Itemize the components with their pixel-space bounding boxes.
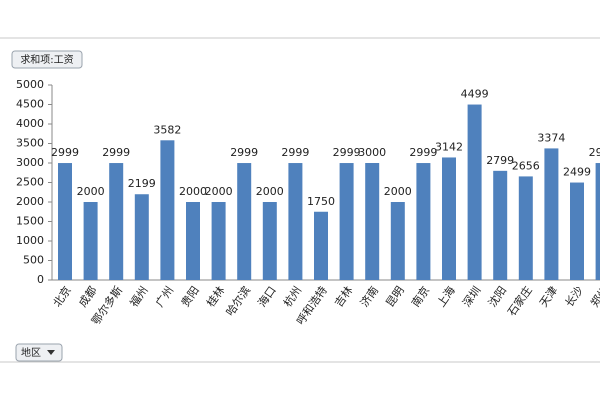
bar	[186, 202, 200, 280]
axis-field-label: 地区	[21, 346, 41, 359]
data-label: 2999	[589, 146, 600, 159]
data-label: 2999	[333, 146, 361, 159]
dropdown-arrow	[47, 350, 55, 355]
value-field-button[interactable]	[11, 50, 83, 69]
bar	[237, 163, 252, 280]
data-label: 2499	[563, 166, 591, 179]
data-label: 2999	[281, 146, 309, 159]
x-tick-label: 福州	[127, 283, 151, 309]
bar	[493, 170, 508, 280]
bar	[211, 202, 226, 280]
y-tick-label: 1500	[16, 215, 44, 228]
data-label: 2999	[51, 146, 79, 159]
x-tick-label: 深圳	[460, 284, 483, 309]
x-tick-label: 杭州	[280, 283, 304, 309]
bar	[160, 140, 175, 280]
y-tick-label: 1000	[16, 234, 44, 247]
x-tick-label: 海口	[255, 283, 279, 309]
y-tick-label: 500	[23, 254, 44, 267]
bar	[262, 202, 277, 280]
x-tick-label: 济南	[357, 283, 381, 309]
x-tick-label: 广州	[153, 284, 176, 309]
data-label: 2000	[77, 185, 105, 198]
y-tick-label: 2000	[16, 195, 44, 208]
x-tick-label: 北京	[50, 283, 74, 309]
data-label: 2999	[409, 146, 437, 159]
bar	[314, 211, 328, 280]
bar	[109, 163, 124, 280]
y-tick-label: 2500	[16, 176, 44, 189]
y-tick-label: 4000	[16, 117, 44, 130]
data-label: 2799	[486, 154, 514, 167]
x-tick-label: 吉林	[331, 283, 355, 309]
bar	[595, 163, 600, 280]
x-tick-label: 桂林	[203, 283, 227, 309]
y-tick-label: 3000	[16, 156, 44, 169]
data-label: 2999	[230, 146, 258, 159]
bar	[58, 163, 72, 280]
data-label: 3582	[153, 123, 181, 136]
x-tick-label: 石家庄	[504, 283, 534, 318]
x-tick-label: 成都	[76, 284, 99, 309]
x-tick-label: 南京	[408, 283, 432, 309]
bar	[365, 163, 380, 280]
data-label: 2000	[256, 185, 284, 198]
y-tick-label: 0	[37, 273, 44, 286]
y-tick-label: 5000	[16, 78, 44, 91]
x-tick-label: 长沙	[563, 284, 586, 309]
bar	[134, 194, 149, 280]
x-tick-label: 贵阳	[179, 284, 202, 309]
bar	[442, 157, 456, 280]
bar	[339, 163, 354, 280]
bar	[467, 104, 482, 280]
data-label: 3000	[358, 146, 386, 159]
bar	[83, 202, 98, 280]
data-label: 2000	[384, 185, 412, 198]
bar	[288, 163, 303, 280]
data-label: 2999	[102, 146, 130, 159]
data-label: 1750	[307, 195, 335, 208]
x-tick-label: 哈尔滨	[223, 283, 253, 318]
data-label: 4499	[461, 88, 489, 101]
data-label: 2000	[179, 185, 207, 198]
x-tick-label: 沈阳	[485, 283, 509, 309]
x-tick-label: 天津	[537, 284, 560, 309]
y-tick-label: 4500	[16, 98, 44, 111]
data-label: 2656	[512, 159, 540, 172]
data-label: 3374	[537, 131, 565, 144]
bar	[390, 202, 405, 280]
bar	[416, 163, 431, 280]
data-label: 3142	[435, 140, 463, 153]
y-tick-label: 3500	[16, 137, 44, 150]
x-tick-label: 昆明	[383, 284, 406, 309]
axis-field-button[interactable]	[15, 343, 63, 362]
bar	[570, 182, 584, 280]
bar	[544, 148, 559, 280]
data-label: 2199	[128, 177, 156, 190]
bar	[518, 176, 533, 280]
x-tick-label: 上海	[434, 283, 458, 309]
x-tick-label: 郑州	[587, 283, 600, 309]
value-field-label: 求和项:工资	[20, 54, 73, 66]
data-label: 2000	[205, 185, 233, 198]
